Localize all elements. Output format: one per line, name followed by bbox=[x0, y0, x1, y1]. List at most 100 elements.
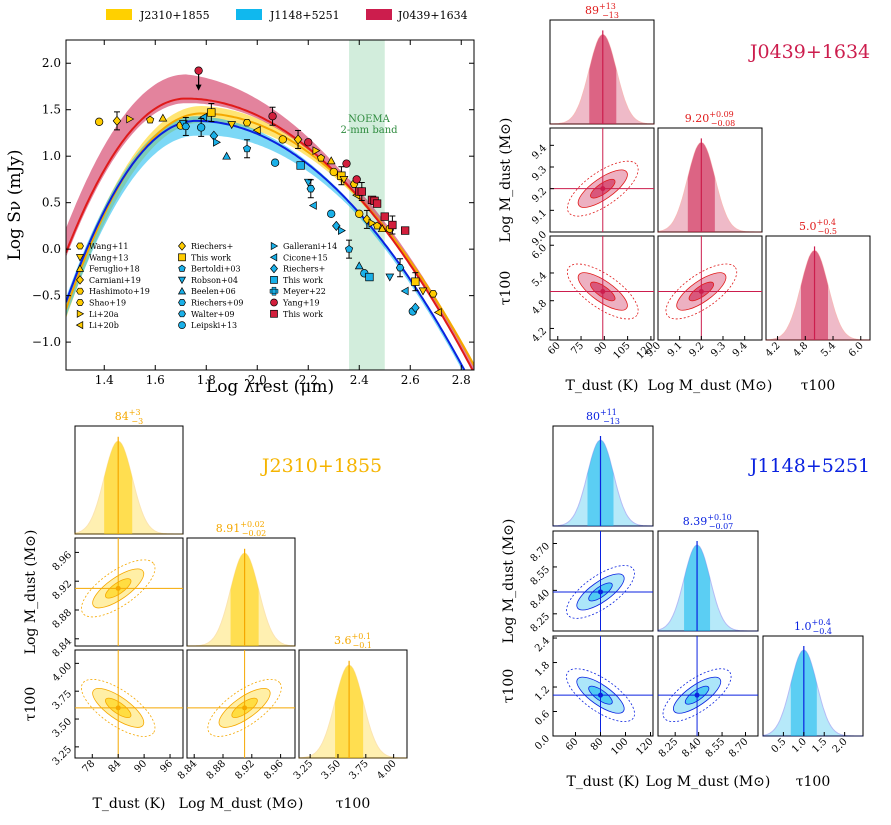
legend-marker bbox=[76, 309, 85, 318]
sed-y-tick-label: −1.0 bbox=[32, 335, 61, 349]
corner-y-tick-label: 8.25 bbox=[529, 611, 553, 635]
sed-y-tick-label: 1.0 bbox=[42, 149, 61, 163]
data-point-j2310 bbox=[252, 125, 261, 135]
data-point-j2310 bbox=[312, 146, 321, 155]
corner-y-label: Log M_dust (M⊙) bbox=[501, 519, 517, 644]
data-point-j1148 bbox=[400, 286, 409, 296]
corner-axes bbox=[74, 649, 184, 759]
posterior-contour bbox=[566, 668, 635, 723]
legend-marker bbox=[75, 264, 85, 272]
data-point-j2310 bbox=[242, 119, 252, 127]
corner-x-tick-label: 6.0 bbox=[847, 340, 866, 359]
sed-panel: NOEMA 2-mm band 1.4 1.6 1.8 2.0 2.2 2.4 2.6 2.8… bbox=[5, 39, 475, 397]
corner-x-tick-label: 8.96 bbox=[262, 758, 286, 782]
data-point-j2310 bbox=[433, 308, 442, 317]
posterior-contour bbox=[662, 668, 732, 723]
corner-x-tick-label: 90 bbox=[593, 340, 610, 357]
sed-x-tick-label: 2.2 bbox=[299, 373, 318, 387]
sed-y-tick-label: 1.5 bbox=[42, 103, 61, 117]
data-point-j1148 bbox=[222, 151, 231, 160]
data-point-j2310 bbox=[316, 153, 326, 162]
median-point bbox=[598, 589, 603, 595]
sed-x-tick-label: 2.4 bbox=[350, 373, 369, 387]
posterior-contour bbox=[81, 678, 156, 737]
data-point-j0439 bbox=[342, 159, 351, 168]
corner-x-tick-label: 8.55 bbox=[704, 736, 728, 760]
data-point-j2310 bbox=[329, 167, 338, 177]
legend-marker bbox=[178, 253, 186, 262]
corner-j2310: J2310+1855 84+3 −3 8.91+0.02 −0.02 3.6+0.1 −0.… bbox=[23, 408, 408, 812]
corner-y-tick-label: 8.88 bbox=[51, 607, 75, 631]
legend-swatch-j0439 bbox=[366, 9, 392, 20]
corner-x-tick-label: 9.1 bbox=[666, 340, 685, 359]
corner-y-tick-label: 8.92 bbox=[51, 579, 75, 603]
corner-x-tick-label: 60 bbox=[564, 736, 581, 753]
corner-y-tick-label: 8.84 bbox=[51, 636, 75, 660]
sed-x-tick-label: 1.8 bbox=[197, 373, 216, 387]
median-point bbox=[698, 288, 704, 294]
corner-x-tick-label: 84 bbox=[107, 758, 124, 775]
corner-y-tick-label: 8.55 bbox=[529, 564, 553, 588]
corner-y-tick-label: 9.1 bbox=[530, 208, 549, 227]
corner-title-j2310: J2310+1855 bbox=[260, 455, 382, 477]
sed-x-tick-label: 2.0 bbox=[248, 373, 267, 387]
corner-x-tick-label: 1.5 bbox=[810, 736, 829, 755]
corner-x-tick-label: 8.25 bbox=[657, 736, 681, 760]
corner-y-label: τ100 bbox=[23, 687, 39, 721]
data-point-j2310 bbox=[112, 115, 122, 126]
legend-marker bbox=[178, 299, 186, 306]
sed-y-tick-label: −0.5 bbox=[32, 289, 61, 303]
corner-title-j0439: J0439+1634 bbox=[748, 41, 870, 63]
corner-axes bbox=[657, 635, 759, 737]
corner-x-tick-label: 8.92 bbox=[233, 758, 257, 782]
legend-entry: Riechers+09 bbox=[191, 299, 244, 308]
legend-entry: This work bbox=[283, 310, 323, 319]
legend-entry: Robson+04 bbox=[191, 276, 238, 285]
median-point bbox=[600, 288, 606, 294]
data-point-j0439 bbox=[388, 220, 397, 230]
model-curve-j1148 bbox=[66, 119, 466, 370]
data-point-j0439 bbox=[380, 212, 389, 221]
sed-x-tick-label: 2.6 bbox=[401, 373, 420, 387]
corner-x-label: τ100 bbox=[336, 796, 370, 812]
corner-x-tick-label: 8.84 bbox=[176, 758, 200, 782]
sed-x-tick-label: 1.4 bbox=[95, 373, 114, 387]
corner-y-tick-label: 4.2 bbox=[530, 326, 549, 345]
posterior-contour bbox=[207, 678, 282, 737]
posterior-contour bbox=[566, 565, 635, 619]
data-point-j2310 bbox=[418, 287, 428, 296]
noema-label-1: NOEMA bbox=[348, 114, 390, 125]
sed-y-tick-label: 0.5 bbox=[42, 196, 61, 210]
data-point-j0439 bbox=[352, 175, 361, 184]
corner-x-label: Log M_dust (M⊙) bbox=[648, 378, 773, 394]
legend-marker bbox=[178, 241, 186, 251]
data-point-j1148 bbox=[344, 244, 354, 253]
corner-x-tick-label: 4.2 bbox=[764, 340, 783, 359]
legend-label-j1148: J1148+5251 bbox=[269, 9, 340, 22]
data-point-j2310 bbox=[94, 117, 104, 126]
corner-x-tick-label: 90 bbox=[132, 758, 149, 775]
corner-y-tick-label: 9.3 bbox=[530, 164, 549, 183]
posterior-title: 5.0+0.4 −0.5 bbox=[799, 218, 837, 236]
corner-y-tick-label: 9.4 bbox=[530, 143, 549, 162]
corner-y-label: τ100 bbox=[501, 669, 517, 703]
legend-entry: Beelen+06 bbox=[191, 287, 236, 296]
posterior-contour bbox=[566, 263, 639, 320]
posterior-title: 84+3 −3 bbox=[115, 408, 143, 426]
legend-marker bbox=[270, 309, 278, 318]
corner-y-tick-label: 1.8 bbox=[533, 660, 552, 679]
legend-swatch-j1148 bbox=[236, 9, 262, 20]
legend-marker bbox=[270, 298, 278, 307]
data-point-j1148 bbox=[354, 261, 364, 270]
legend-entry: This work bbox=[191, 253, 231, 262]
legend-top: J2310+1855 J1148+5251 J0439+1634 bbox=[106, 9, 468, 22]
legend-marker bbox=[75, 321, 84, 330]
data-point-j1148 bbox=[199, 112, 208, 122]
corner-y-label: Log M_dust (M⊙) bbox=[23, 530, 39, 655]
legend-marker bbox=[178, 264, 186, 272]
data-point-j1148 bbox=[213, 137, 222, 147]
data-point-j1148 bbox=[327, 209, 336, 218]
data-point-j2310 bbox=[411, 277, 420, 286]
data-point-j2310 bbox=[227, 121, 237, 130]
corner-x-tick-label: 96 bbox=[158, 758, 175, 775]
